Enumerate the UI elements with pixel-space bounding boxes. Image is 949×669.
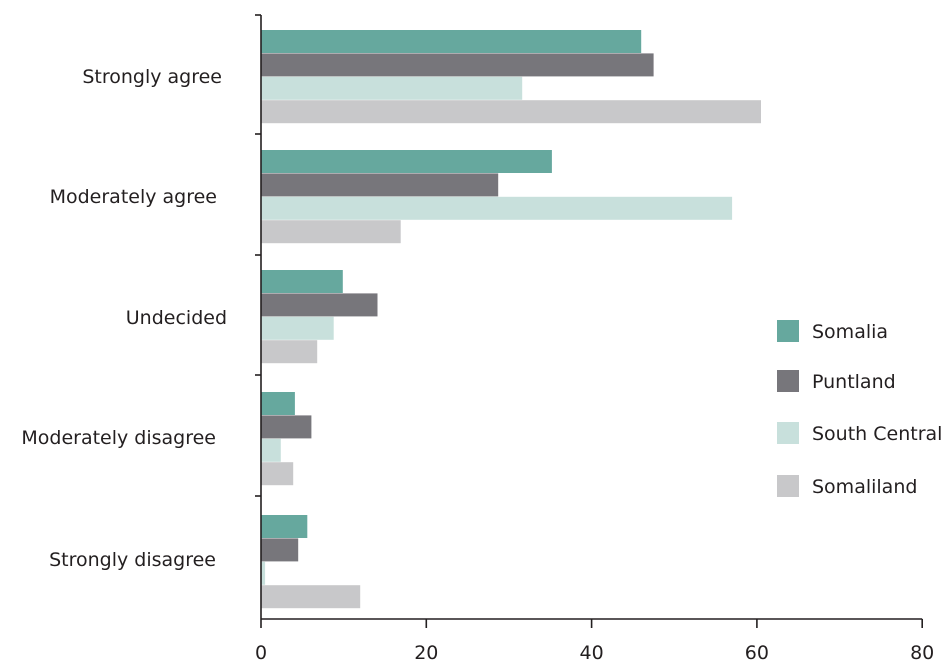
legend-swatch <box>777 475 799 497</box>
bar-south-central-strongly-agree <box>261 76 523 100</box>
category-label: Moderately disagree <box>21 427 216 449</box>
legend-label: Somaliland <box>812 476 917 498</box>
bar-somalia-moderately-disagree <box>261 392 295 415</box>
legend-label: Puntland <box>812 371 896 393</box>
x-tick-label: 40 <box>580 642 604 664</box>
y-axis <box>255 14 262 619</box>
legend-label: Somalia <box>812 321 888 343</box>
bar-puntland-moderately-disagree <box>261 415 312 439</box>
bar-somaliland-moderately-agree <box>261 220 401 244</box>
x-tick-label: 60 <box>745 642 769 664</box>
x-axis: 0 20 40 60 80 <box>255 618 934 664</box>
bar-somalia-undecided <box>261 270 343 293</box>
bar-somaliland-moderately-disagree <box>261 462 294 486</box>
bar-puntland-strongly-disagree <box>261 538 299 562</box>
category-label: Undecided <box>126 307 227 329</box>
bar-south-central-undecided <box>261 316 334 340</box>
category-label: Strongly disagree <box>49 549 216 571</box>
x-tick-label: 20 <box>414 642 438 664</box>
bar-somaliland-strongly-agree <box>261 100 761 124</box>
x-tick-label: 0 <box>255 642 267 664</box>
bars-group <box>261 30 761 609</box>
category-label: Strongly agree <box>82 66 222 88</box>
bar-south-central-strongly-disagree <box>261 561 266 585</box>
legend-swatch <box>777 370 799 392</box>
bar-somaliland-undecided <box>261 340 318 364</box>
category-label: Moderately agree <box>50 186 217 208</box>
category-labels: Strongly agree Moderately agree Undecided M… <box>21 66 227 571</box>
bar-somalia-moderately-agree <box>261 150 552 173</box>
bar-somaliland-strongly-disagree <box>261 585 361 609</box>
legend-swatch <box>777 320 799 342</box>
bar-south-central-moderately-disagree <box>261 438 281 462</box>
bar-somalia-strongly-disagree <box>261 515 308 538</box>
x-tick-label: 80 <box>910 642 934 664</box>
bar-south-central-moderately-agree <box>261 196 733 220</box>
bar-puntland-strongly-agree <box>261 53 654 77</box>
legend: Somalia Puntland South Central Somaliland <box>777 320 942 498</box>
bar-puntland-moderately-agree <box>261 173 499 197</box>
bar-puntland-undecided <box>261 293 378 317</box>
bar-somalia-strongly-agree <box>261 30 642 53</box>
legend-swatch <box>777 422 799 444</box>
legend-label: South Central <box>812 423 942 445</box>
